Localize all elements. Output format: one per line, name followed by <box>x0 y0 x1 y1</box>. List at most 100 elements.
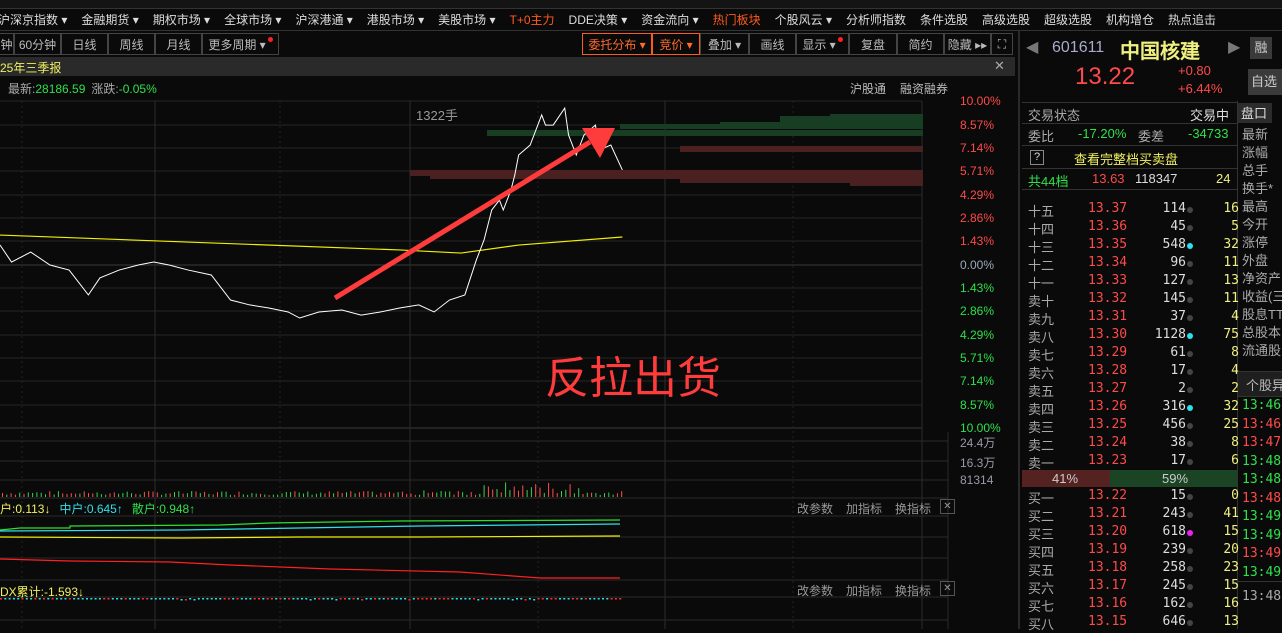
alert-time[interactable]: 13:49: <box>1242 564 1282 580</box>
menu-item[interactable]: 热门板块 <box>712 13 761 27</box>
order-book-row[interactable]: 卖十 13.32 145 11 <box>1026 291 1241 310</box>
order-book-row[interactable]: 卖五 13.27 2 2 <box>1026 381 1241 400</box>
dx-bar <box>438 598 441 600</box>
order-book-row[interactable]: 卖二 13.24 38 8 <box>1026 435 1241 454</box>
dx-bar <box>55 598 58 600</box>
swap-indicator-button[interactable]: 换指标 <box>895 584 932 598</box>
change-params-button[interactable]: 改参数 <box>797 502 834 516</box>
menu-item[interactable]: 高级选股 <box>982 13 1031 27</box>
order-book-row[interactable]: 买四 13.19 239 20 <box>1026 542 1241 561</box>
volume-bar <box>586 492 588 497</box>
menu-item[interactable]: 沪深京指数 ▾ <box>0 13 68 27</box>
menu-item[interactable]: 机构增仓 <box>1106 13 1155 27</box>
help-icon[interactable]: ? <box>1030 150 1044 165</box>
order-book-row[interactable]: 买三 13.20 618 15 <box>1026 524 1241 543</box>
margin-button[interactable]: 融 <box>1250 37 1272 59</box>
draw-line-button[interactable]: 画线 <box>749 33 796 55</box>
volume-bar <box>500 492 502 497</box>
menu-item[interactable]: 全球市场 ▾ <box>224 13 282 27</box>
menu-item[interactable]: 美股市场 ▾ <box>438 13 496 27</box>
menu-item[interactable]: DDE决策 ▾ <box>568 13 628 27</box>
alerts-title[interactable]: 个股异 <box>1246 378 1282 393</box>
volume-bar <box>88 493 89 497</box>
change-params-button[interactable]: 改参数 <box>797 584 834 598</box>
menu-item[interactable]: 超级选股 <box>1044 13 1093 27</box>
level-volume: 618 <box>1162 524 1186 539</box>
period-day[interactable]: 日线 <box>61 33 108 55</box>
volume-axis-label: 24.4万 <box>960 436 996 450</box>
close-icon[interactable]: ✕ <box>994 58 1005 73</box>
order-book-row[interactable]: 卖六 13.28 17 4 <box>1026 363 1241 382</box>
alert-time[interactable]: 13:49: <box>1242 546 1282 561</box>
order-book-row[interactable]: 十一 13.33 127 13 <box>1026 273 1241 292</box>
entrust-distribution-button[interactable]: 委托分布 ▾ <box>582 33 652 55</box>
alert-time[interactable]: 13:47: <box>1242 435 1282 450</box>
next-stock-icon[interactable]: ▶ <box>1228 39 1241 56</box>
menu-item[interactable]: 热点追击 <box>1168 13 1217 27</box>
order-book-row[interactable]: 买二 13.21 243 41 <box>1026 506 1241 525</box>
period-week[interactable]: 周线 <box>108 33 155 55</box>
alert-time[interactable]: 13:46: <box>1242 416 1282 432</box>
order-book-row[interactable]: 卖七 13.29 61 8 <box>1026 345 1241 364</box>
intraday-chart[interactable] <box>0 96 1015 629</box>
dx-bar <box>434 598 437 600</box>
order-book-row[interactable]: 买五 13.18 258 23 <box>1026 560 1241 579</box>
alert-time[interactable]: 13:49: <box>1242 527 1282 543</box>
order-book-row[interactable]: 十四 13.36 45 5 <box>1026 219 1241 238</box>
swap-indicator-button[interactable]: 换指标 <box>895 502 932 516</box>
menu-item[interactable]: T+0主力 <box>509 13 555 27</box>
auction-button[interactable]: 竞价 ▾ <box>652 33 700 55</box>
menu-item[interactable]: 港股市场 ▾ <box>366 13 425 27</box>
hide-button[interactable]: 隐藏 ▸▸ <box>944 33 991 55</box>
menu-item[interactable]: 期权市场 ▾ <box>152 13 211 27</box>
menu-item[interactable]: 沪深港通 ▾ <box>295 13 353 27</box>
menu-item[interactable]: 个股风云 ▾ <box>774 13 832 27</box>
brief-button[interactable]: 简约 <box>897 33 944 55</box>
order-book-row[interactable]: 卖四 13.26 316 32 <box>1026 399 1241 418</box>
order-book-row[interactable]: 卖八 13.30 1128 75 <box>1026 327 1241 346</box>
add-indicator-button[interactable]: 加指标 <box>846 584 883 598</box>
order-book-row[interactable]: 十三 13.35 548 32 <box>1026 237 1241 256</box>
order-book-row[interactable]: 十二 13.34 96 11 <box>1026 255 1241 274</box>
order-book-row[interactable]: 十五 13.37 114 16 <box>1026 201 1241 220</box>
menu-item[interactable]: 条件选股 <box>919 13 968 27</box>
alert-time[interactable]: 13:48: <box>1242 490 1282 506</box>
order-dot-icon <box>1187 494 1193 500</box>
add-indicator-button[interactable]: 加指标 <box>846 502 883 516</box>
order-book-row[interactable]: 买八 13.15 646 13 <box>1026 614 1241 633</box>
alert-time[interactable]: 13:48: <box>1242 453 1282 469</box>
watchlist-button[interactable]: 自选 <box>1248 69 1282 95</box>
volume-bar <box>492 489 494 497</box>
order-book-row[interactable]: 买一 13.22 15 0 <box>1026 488 1241 507</box>
alert-time[interactable]: 13:49: <box>1242 509 1282 524</box>
volume-bar <box>2 493 3 497</box>
order-book-row[interactable]: 卖九 13.31 37 4 <box>1026 309 1241 328</box>
tab-order-book[interactable]: 盘口 <box>1238 103 1272 123</box>
full-book-link[interactable]: 查看完整档买卖盘 <box>1074 152 1179 167</box>
menu-item[interactable]: 资金流向 ▾ <box>641 13 699 27</box>
period-month[interactable]: 月线 <box>155 33 202 55</box>
change-value: -0.05% <box>118 81 157 96</box>
dx-bar <box>559 598 561 600</box>
order-book-row[interactable]: 买六 13.17 245 15 <box>1026 578 1241 597</box>
volume-bar <box>92 493 94 497</box>
prev-stock-icon[interactable]: ◀ <box>1026 39 1039 56</box>
review-button[interactable]: 复盘 <box>849 33 897 55</box>
close-indicator-icon[interactable]: ✕ <box>940 499 955 514</box>
close-indicator-icon[interactable]: ✕ <box>940 581 955 596</box>
menu-item[interactable]: 分析师指数 <box>845 13 906 27</box>
fullscreen-icon[interactable]: ⛶ <box>991 33 1013 55</box>
overlay-button[interactable]: 叠加 ▾ <box>700 33 749 55</box>
more-periods-dropdown[interactable]: 更多周期 ▾ <box>202 33 279 55</box>
order-book-row[interactable]: 卖三 13.25 456 25 <box>1026 417 1241 436</box>
order-dot-icon <box>1187 459 1193 465</box>
side-info-label: 最高 <box>1242 199 1269 214</box>
period-60min[interactable]: 60分钟 <box>14 33 61 55</box>
alert-time[interactable]: 13:46: <box>1242 398 1282 413</box>
order-book-row[interactable]: 买七 13.16 162 16 <box>1026 596 1241 615</box>
display-button[interactable]: 显示 ▾ <box>796 33 849 55</box>
alert-time[interactable]: 13:48: <box>1242 472 1282 487</box>
period-1min[interactable]: 钟 <box>0 33 14 55</box>
menu-item[interactable]: 金融期货 ▾ <box>81 13 139 27</box>
order-book-row[interactable]: 卖一 13.23 17 6 <box>1026 453 1241 472</box>
